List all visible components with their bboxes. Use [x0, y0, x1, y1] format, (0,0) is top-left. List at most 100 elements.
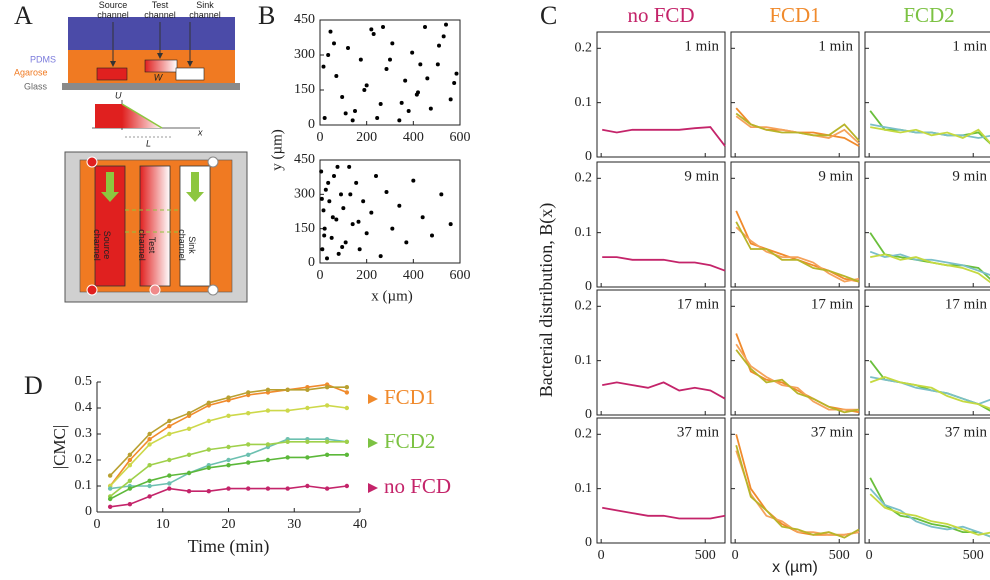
series-line: [602, 256, 726, 272]
port: [207, 284, 219, 296]
bacterium: [404, 240, 409, 245]
x-tick-label: 0: [94, 517, 101, 532]
series-marker: [265, 457, 271, 463]
y-tick-label: 150: [294, 82, 315, 97]
bacterium: [350, 118, 355, 123]
series-line: [870, 123, 990, 139]
x-tick-label: 600: [450, 268, 471, 283]
x-tick-label: 0: [317, 268, 324, 283]
bacterium: [381, 25, 385, 29]
annotation-arrow: [368, 483, 378, 493]
port: [207, 156, 219, 168]
column-header: FCD1: [769, 3, 820, 27]
column-header: FCD2: [903, 3, 954, 27]
series-marker: [305, 455, 310, 460]
bacterium: [361, 199, 366, 204]
plot-frame: [596, 31, 726, 158]
y-tick-label: 300: [294, 47, 315, 62]
annotation-arrow: [368, 394, 378, 404]
series-marker: [285, 387, 290, 392]
series-marker: [127, 463, 133, 468]
series-line: [735, 434, 860, 536]
series-marker: [107, 504, 113, 509]
y-tick-label: 0.2: [575, 427, 593, 442]
bacterium: [397, 118, 402, 123]
port: [149, 284, 161, 296]
series-marker: [147, 442, 152, 447]
series-marker: [344, 385, 350, 390]
bacterium: [354, 180, 359, 185]
bacterium: [343, 111, 348, 116]
profile-line: [121, 103, 163, 129]
series-marker: [107, 496, 113, 502]
series-marker: [305, 439, 310, 444]
test-channel: [144, 59, 178, 73]
label-line: channel: [92, 229, 102, 261]
bacterium: [384, 190, 389, 195]
series-marker: [167, 481, 172, 486]
panel-title: 37 min: [677, 424, 720, 440]
bacterium: [430, 233, 434, 238]
annotation: FCD2: [384, 429, 435, 453]
series-line: [869, 477, 990, 538]
y-tick-label: 0.1: [575, 353, 593, 368]
series-marker: [127, 486, 133, 491]
bacterium: [388, 57, 392, 62]
y-tick-label: 0: [585, 149, 592, 164]
bacterium: [335, 164, 340, 169]
x-tick-label: 10: [156, 517, 170, 532]
bacterium: [420, 215, 425, 220]
series-marker: [167, 424, 172, 429]
bacterium: [339, 192, 343, 197]
y-tick-label: 450: [294, 12, 315, 27]
layer-label: Agarose: [14, 67, 48, 77]
series-marker: [167, 473, 172, 478]
bacterium: [411, 178, 416, 183]
port: [86, 156, 98, 168]
profile-y-label: U: [115, 90, 122, 100]
panel-a: A Source channel Test channel Sink channel …: [14, 0, 248, 303]
bacterium: [375, 116, 380, 120]
series-marker: [324, 439, 330, 444]
panel-title: 37 min: [811, 424, 854, 440]
series-line: [735, 210, 860, 283]
series-marker: [147, 463, 152, 468]
annotation: FCD1: [384, 385, 435, 409]
series-marker: [186, 489, 192, 494]
bacterium: [322, 116, 327, 120]
plot-frame: [730, 417, 860, 544]
bacterium: [329, 235, 334, 240]
bacterium: [406, 109, 411, 113]
series-marker: [226, 413, 231, 418]
bacterium: [384, 67, 389, 71]
y-tick-label: 150: [294, 221, 315, 236]
y-axis-label: |CMC|: [50, 425, 69, 470]
plot-frame: [596, 161, 726, 288]
series-line: [870, 126, 990, 145]
bacterium: [418, 62, 423, 67]
source-channel: [96, 67, 128, 81]
y-tick-label: 0: [308, 255, 315, 270]
bacterium: [378, 254, 383, 259]
x-tick-label: 600: [450, 130, 471, 145]
bacterium: [358, 57, 363, 62]
series-marker: [186, 411, 192, 416]
bacterium: [330, 215, 335, 220]
series-line: [735, 115, 860, 145]
bacterium: [334, 74, 339, 78]
y-axis-label: y (µm): [269, 129, 285, 171]
bacterium: [444, 22, 448, 27]
bacterium: [319, 169, 324, 174]
panel-title: 9 min: [818, 168, 853, 184]
bacterium: [347, 164, 352, 169]
bacterium: [332, 174, 336, 179]
bacterium: [410, 50, 415, 55]
series-line: [735, 349, 860, 414]
series-marker: [147, 437, 152, 442]
label-line: channel: [144, 10, 176, 20]
series-line: [735, 112, 860, 142]
bacterium: [435, 62, 440, 67]
series-marker: [127, 502, 133, 507]
x-axis-label: x (µm): [371, 288, 413, 304]
